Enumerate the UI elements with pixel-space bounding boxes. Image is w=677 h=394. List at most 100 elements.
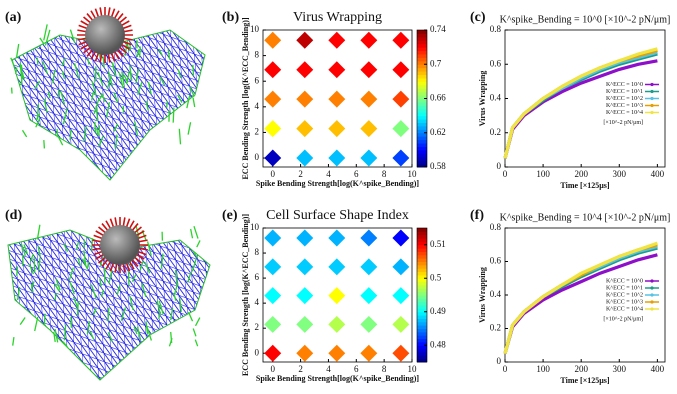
spike bbox=[146, 325, 153, 341]
spike bbox=[177, 69, 182, 79]
diamond-marker bbox=[264, 229, 282, 247]
colorbar-cell bbox=[417, 33, 427, 38]
colorbar-cell bbox=[417, 355, 427, 360]
x-tick-label: 10 bbox=[408, 169, 418, 179]
plot-frame bbox=[262, 29, 413, 168]
colorbar-cell bbox=[417, 115, 427, 120]
spike bbox=[99, 278, 102, 287]
spike bbox=[62, 71, 66, 79]
spike bbox=[98, 93, 104, 102]
spike bbox=[196, 240, 201, 248]
plot-frame bbox=[262, 227, 413, 363]
spike bbox=[192, 97, 196, 108]
colorbar-cell bbox=[417, 108, 427, 113]
diamond-marker bbox=[360, 258, 378, 276]
spike bbox=[97, 71, 104, 86]
legend-dot bbox=[650, 110, 654, 115]
spike bbox=[179, 298, 182, 312]
spike bbox=[53, 331, 56, 343]
legend-note: [×10^-2 pN/μm] bbox=[603, 120, 643, 126]
colorbar-cell bbox=[417, 136, 427, 141]
legend-dot bbox=[650, 103, 654, 108]
diamond-marker bbox=[296, 61, 314, 79]
x-tick-label: 2 bbox=[298, 169, 303, 179]
colorbar-cell bbox=[417, 146, 427, 151]
series-line bbox=[503, 47, 658, 159]
spike bbox=[156, 300, 161, 315]
spike bbox=[192, 328, 197, 337]
colorbar-cell bbox=[417, 248, 427, 252]
spike bbox=[118, 72, 124, 89]
spike bbox=[124, 42, 128, 56]
diamond-marker bbox=[296, 31, 314, 49]
x-tick-label: 4 bbox=[326, 364, 331, 374]
spike bbox=[55, 278, 61, 291]
legend-label: K^ECC = 10^0 bbox=[606, 82, 643, 88]
spike bbox=[54, 283, 60, 292]
colorbar-tick-label: 0.5 bbox=[430, 272, 442, 282]
spike bbox=[120, 307, 127, 321]
spike bbox=[62, 341, 69, 349]
colorbar-cell bbox=[417, 288, 427, 293]
diamond-marker bbox=[360, 61, 378, 79]
y-axis-label: Virus Wrapping bbox=[478, 267, 487, 323]
diamond-marker bbox=[392, 315, 410, 333]
colorbar-tick-label: 0.51 bbox=[430, 239, 446, 249]
colorbar-cell bbox=[417, 254, 427, 259]
colorbar-cell bbox=[417, 281, 427, 286]
spike bbox=[37, 257, 41, 271]
y-tick-label: 6 bbox=[255, 75, 260, 85]
spike bbox=[175, 269, 178, 284]
spike bbox=[33, 257, 36, 273]
colorbar-cell bbox=[417, 88, 427, 93]
spike bbox=[167, 49, 171, 60]
spike bbox=[63, 243, 69, 252]
spike bbox=[43, 140, 46, 149]
y-tick-label: 0.8 bbox=[490, 24, 502, 34]
diamond-marker bbox=[264, 258, 282, 276]
spike bbox=[57, 135, 64, 146]
colorbar-cell bbox=[417, 325, 427, 329]
spike bbox=[139, 260, 144, 271]
colorbar-cell bbox=[417, 30, 427, 34]
spike bbox=[31, 280, 35, 289]
spike bbox=[89, 331, 95, 340]
colorbar-cell bbox=[417, 278, 427, 283]
x-tick-label: 0 bbox=[270, 169, 275, 179]
colorbar-tick-label: 0.66 bbox=[430, 93, 446, 103]
spike bbox=[92, 308, 97, 316]
spike bbox=[158, 300, 164, 315]
diamond-marker bbox=[296, 287, 314, 305]
diamond-marker bbox=[360, 90, 378, 108]
y-tick-label: 0.4 bbox=[490, 289, 502, 299]
y-tick-label: 0.6 bbox=[490, 58, 502, 68]
diamond-marker bbox=[264, 61, 282, 79]
x-tick-label: 6 bbox=[354, 169, 359, 179]
spike bbox=[60, 91, 66, 105]
colorbar-cell bbox=[417, 274, 427, 279]
colorbar-cell bbox=[417, 268, 427, 273]
spike bbox=[98, 125, 101, 137]
spike bbox=[116, 285, 121, 295]
colorbar-cell bbox=[417, 95, 427, 99]
diamond-marker bbox=[296, 315, 314, 333]
spike bbox=[43, 24, 48, 41]
colorbar-frame bbox=[416, 227, 428, 363]
y-axis-label: ECC Bending Strength [log(K^ECC_Bending)… bbox=[241, 214, 250, 376]
colorbar-cell bbox=[417, 67, 427, 72]
panel-label: (c) bbox=[470, 10, 486, 25]
colorbar-cell bbox=[417, 64, 427, 69]
spike bbox=[43, 98, 48, 113]
y-tick-label: 0 bbox=[255, 152, 260, 162]
spike bbox=[146, 241, 152, 256]
legend-dot bbox=[650, 293, 654, 297]
colorbar-cell bbox=[417, 321, 427, 326]
spike bbox=[108, 269, 113, 284]
spike bbox=[54, 329, 59, 343]
x-tick-label: 2 bbox=[298, 364, 303, 374]
x-tick-label: 100 bbox=[536, 169, 550, 179]
x-tick-label: 8 bbox=[382, 364, 387, 374]
diamond-marker bbox=[392, 344, 410, 362]
diamond-marker bbox=[392, 90, 410, 108]
spike bbox=[187, 271, 192, 283]
